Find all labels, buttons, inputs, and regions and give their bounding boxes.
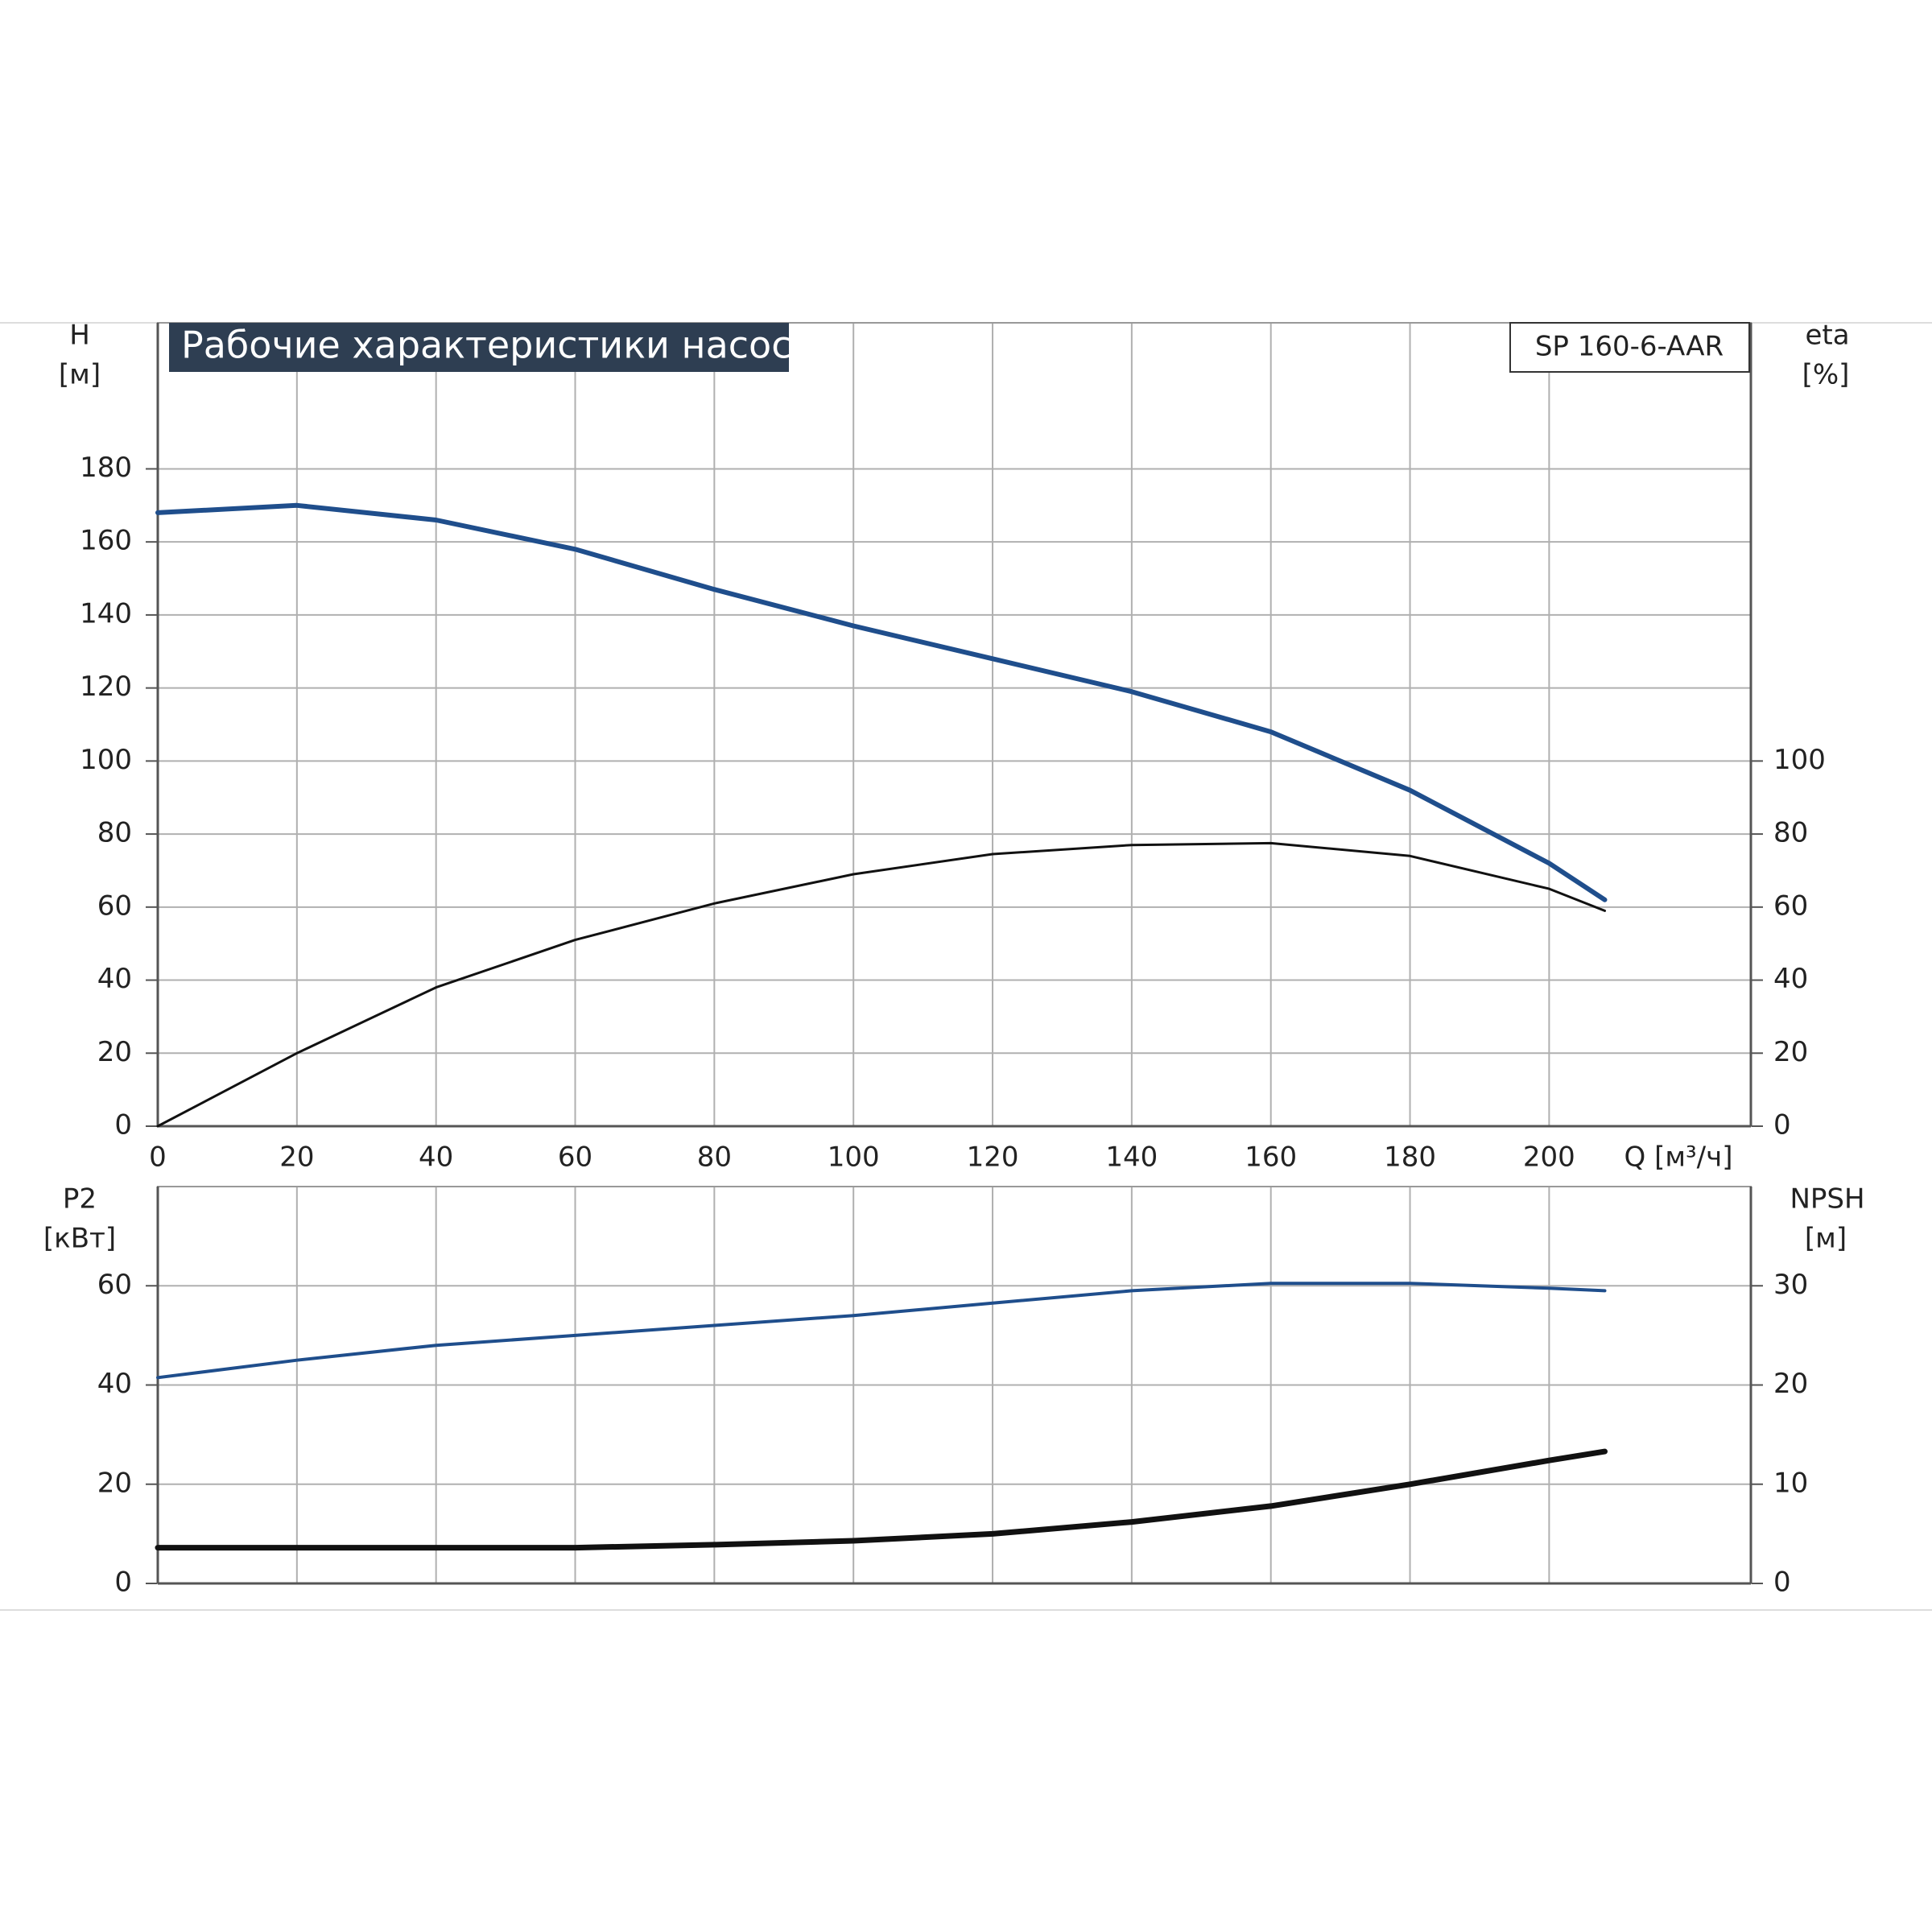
x-tick-label: 0: [149, 1141, 167, 1174]
x-tick-label: 200: [1523, 1141, 1575, 1174]
y2-tick-label: 10: [1773, 1467, 1808, 1499]
y2-tick-label: 30: [1773, 1269, 1808, 1301]
y-2unit-label: [%]: [1802, 359, 1850, 391]
y-tick-label: 0: [114, 1567, 132, 1599]
y2-tick-label: 80: [1773, 817, 1808, 849]
x-tick-label: 60: [558, 1141, 592, 1174]
y-tick-label: 160: [80, 525, 132, 557]
ylabel-label: H: [69, 320, 90, 352]
y2-tick-label: 0: [1773, 1567, 1791, 1599]
y2-tick-label: 20: [1773, 1368, 1808, 1400]
x-tick-label: 140: [1105, 1141, 1158, 1174]
series-line: [155, 1448, 1608, 1551]
y-2unit-label: [м]: [1805, 1223, 1847, 1255]
series-line: [156, 841, 1606, 1128]
x-tick-label: 20: [279, 1141, 314, 1174]
y-tick-label: 100: [80, 744, 132, 776]
series-line: [156, 1282, 1607, 1380]
y-tick-label: 60: [97, 890, 132, 922]
x-tick-label: 80: [697, 1141, 732, 1174]
y-tick-label: 80: [97, 817, 132, 849]
x-tick-label: 160: [1245, 1141, 1297, 1174]
x-tick-label: 100: [828, 1141, 880, 1174]
chart-title: Рабочие характеристики насоса: [181, 324, 815, 367]
y-tick-label: 0: [114, 1109, 132, 1141]
y-tick-label: 20: [97, 1467, 132, 1499]
y-2label-label: eta: [1805, 320, 1849, 352]
y-tick-label: 60: [97, 1269, 132, 1301]
title-box: [169, 323, 789, 372]
series-line: [155, 502, 1608, 902]
y2-tick-label: 60: [1773, 890, 1808, 922]
y-tick-label: 20: [97, 1036, 132, 1068]
yunit-label: [кВт]: [43, 1223, 116, 1255]
y2-tick-label: 40: [1773, 963, 1808, 995]
annotation-box: [1509, 322, 1750, 373]
y-2label-label: NPSH: [1790, 1183, 1864, 1216]
y2-tick-label: 20: [1773, 1036, 1808, 1068]
x-tick-label: 40: [419, 1141, 453, 1174]
y-tick-label: 40: [97, 1368, 132, 1400]
x-tick-label: 120: [967, 1141, 1019, 1174]
yunit-label: [м]: [59, 359, 101, 391]
x-axis-label: Q [м³/ч]: [1624, 1141, 1733, 1174]
x-tick-label: 180: [1384, 1141, 1436, 1174]
y-tick-label: 180: [80, 452, 132, 484]
annotation: SP 160-6-AAR: [1535, 331, 1724, 363]
y-tick-label: 120: [80, 671, 132, 703]
y-tick-label: 140: [80, 597, 132, 630]
y-tick-label: 40: [97, 963, 132, 995]
y2-tick-label: 100: [1773, 744, 1826, 776]
y2-tick-label: 0: [1773, 1109, 1791, 1141]
ylabel-label: P2: [63, 1183, 97, 1216]
